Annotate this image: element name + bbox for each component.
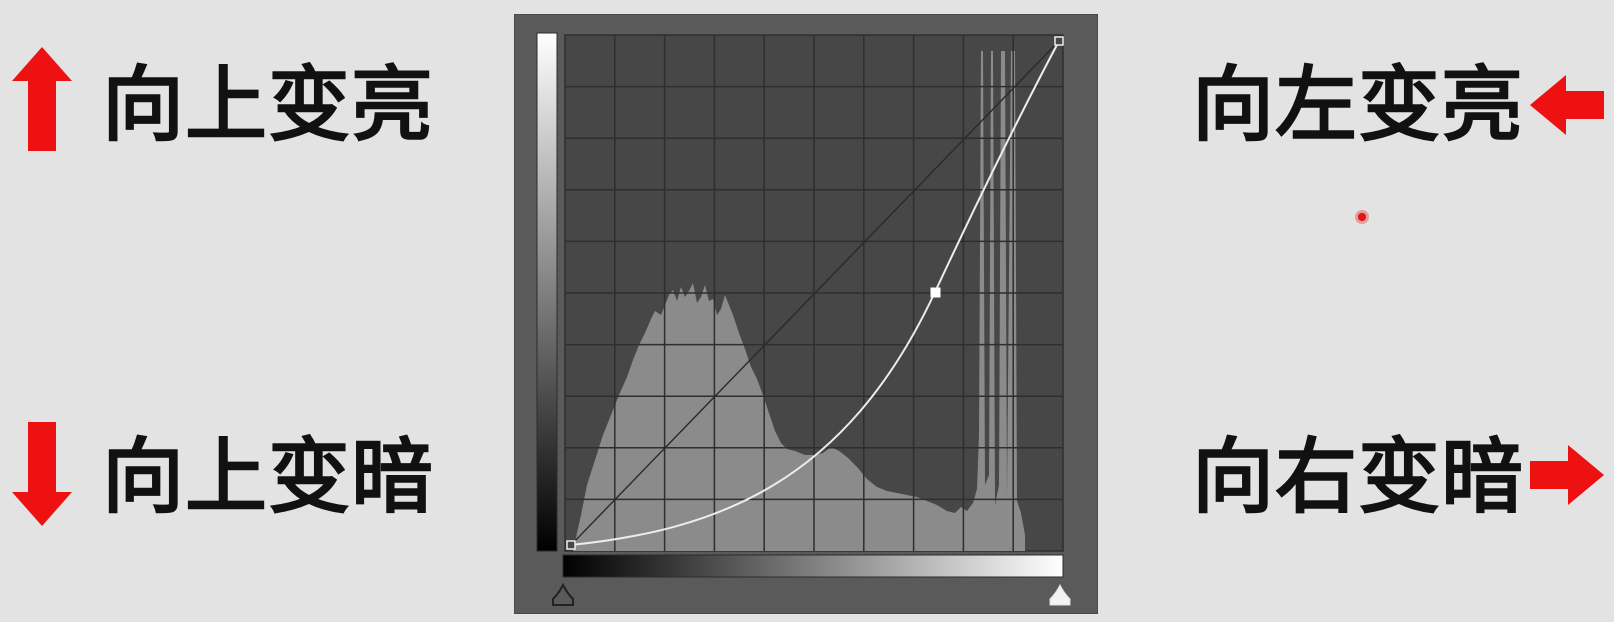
arrow-left-shape (1530, 75, 1604, 135)
arrow-right-icon (1530, 445, 1604, 505)
input-gradient-bar (562, 554, 1064, 578)
black-point-slider[interactable] (552, 582, 574, 606)
cursor-dot-icon (1355, 210, 1369, 224)
curve-point-black[interactable] (566, 540, 576, 550)
arrow-up-icon (12, 47, 72, 151)
arrow-down-icon (12, 422, 72, 526)
output-gradient-bar (536, 32, 558, 552)
label-up-brighten: 向上变亮 (102, 57, 435, 153)
tone-curve[interactable] (570, 40, 1060, 546)
baseline-diagonal (570, 40, 1060, 546)
arrow-right-shape (1530, 445, 1604, 505)
curve-point-white[interactable] (1054, 36, 1064, 46)
arrow-up-shape (12, 47, 72, 151)
arrow-left-icon (1530, 75, 1604, 135)
curve-point-mid[interactable] (930, 287, 941, 298)
curves-panel (514, 14, 1098, 614)
label-up-darken: 向上变暗 (102, 429, 435, 525)
white-point-slider[interactable] (1049, 583, 1071, 606)
arrow-down-shape (12, 422, 72, 526)
curves-graph[interactable] (515, 15, 1099, 615)
label-right-darken: 向右变暗 (1192, 429, 1525, 525)
label-left-brighten: 向左变亮 (1192, 57, 1525, 153)
grid (565, 35, 1063, 551)
